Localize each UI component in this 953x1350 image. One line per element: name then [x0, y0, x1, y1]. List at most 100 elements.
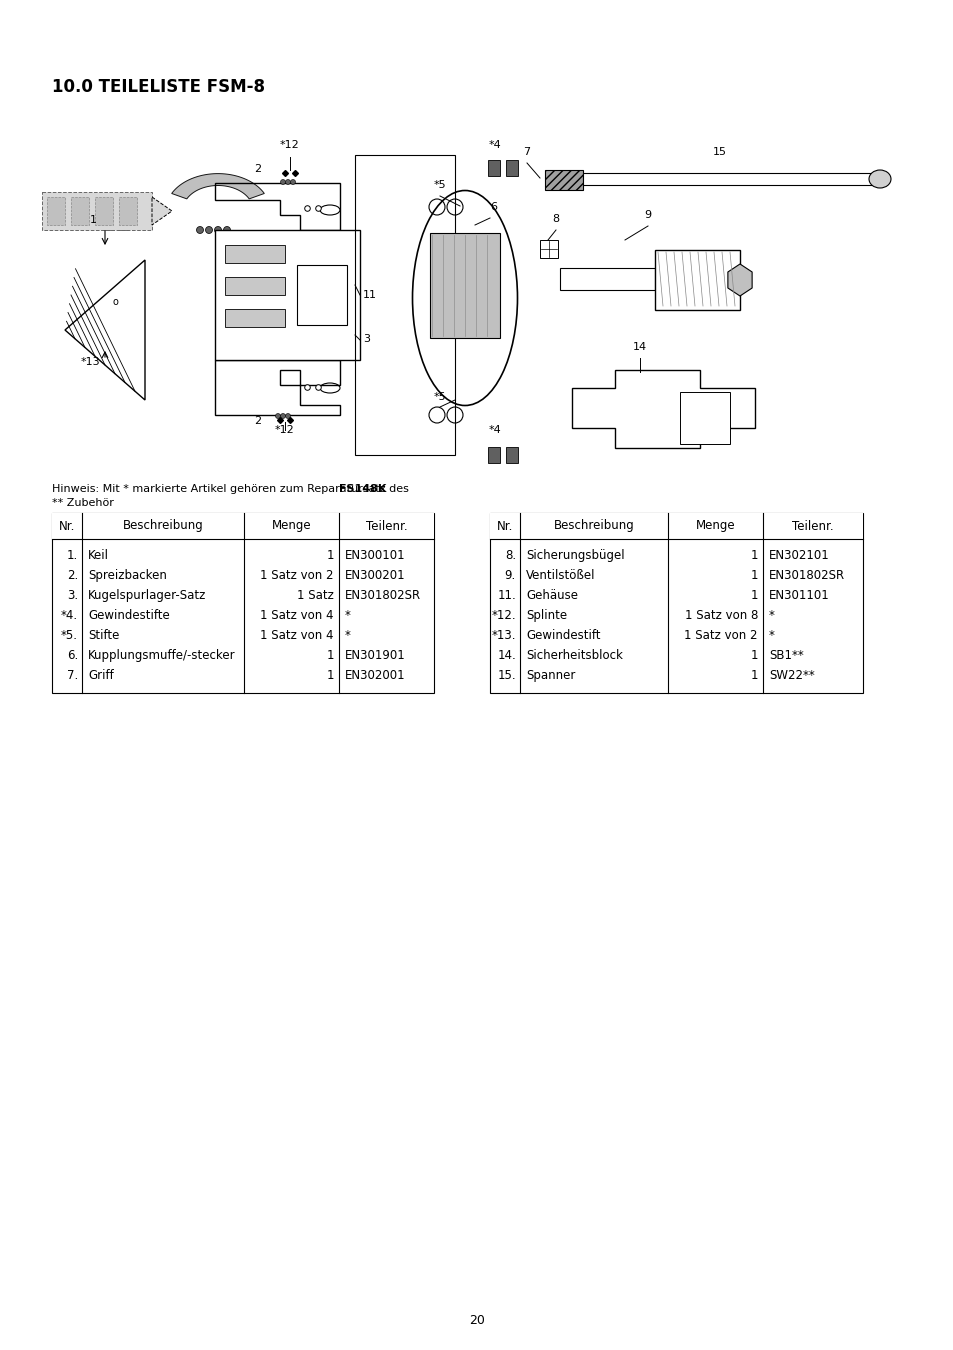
Bar [505, 161, 517, 176]
Text: 7: 7 [523, 147, 530, 157]
Text: *5.: *5. [61, 629, 78, 643]
Text: 1: 1 [326, 670, 334, 682]
Text: 9.: 9. [504, 568, 516, 582]
Bar [559, 269, 655, 290]
Circle shape [223, 227, 231, 234]
Bar [104, 220, 113, 230]
Bar [582, 173, 877, 185]
Text: 1: 1 [326, 549, 334, 562]
Text: Nr.: Nr. [59, 520, 75, 532]
Text: Teilenr.: Teilenr. [365, 520, 407, 532]
Circle shape [205, 227, 213, 234]
Text: 1: 1 [750, 549, 758, 562]
Bar [679, 392, 729, 444]
Text: 8: 8 [552, 215, 559, 224]
Text: Teilenr.: Teilenr. [791, 520, 833, 532]
Text: EN300201: EN300201 [345, 568, 405, 582]
Bar [488, 161, 499, 176]
Text: *: * [768, 629, 774, 643]
Text: 14: 14 [632, 342, 646, 352]
Text: Beschreibung: Beschreibung [123, 520, 203, 532]
Text: 15: 15 [712, 147, 726, 157]
Bar [544, 170, 582, 190]
Text: EN301101: EN301101 [768, 589, 829, 602]
Text: *5: *5 [434, 392, 446, 402]
Text: 1: 1 [750, 649, 758, 662]
Text: 1.: 1. [67, 549, 78, 562]
Bar [539, 240, 558, 258]
Text: Gewindestift: Gewindestift [525, 629, 599, 643]
Text: 2.: 2. [67, 568, 78, 582]
Text: Griff: Griff [88, 670, 113, 682]
Text: 3: 3 [363, 333, 370, 344]
Text: 6.: 6. [67, 649, 78, 662]
Bar [71, 197, 89, 225]
Text: 10.0 TEILELISTE FSM-8: 10.0 TEILELISTE FSM-8 [52, 78, 265, 96]
Text: Spanner: Spanner [525, 670, 575, 682]
Text: *4: *4 [488, 140, 501, 150]
Text: SW22**: SW22** [768, 670, 814, 682]
Circle shape [285, 413, 291, 418]
Text: Gewindestifte: Gewindestifte [88, 609, 170, 622]
Text: *4.: *4. [61, 609, 78, 622]
Circle shape [280, 413, 285, 418]
Bar [95, 197, 112, 225]
Text: Sicherungsbügel: Sicherungsbügel [525, 549, 624, 562]
Text: *13.: *13. [491, 629, 516, 643]
Bar [225, 309, 285, 327]
Text: Kugelspurlager-Satz: Kugelspurlager-Satz [88, 589, 206, 602]
Text: 8.: 8. [504, 549, 516, 562]
Text: 7.: 7. [67, 670, 78, 682]
Text: *: * [768, 609, 774, 622]
Bar [119, 197, 137, 225]
Text: EN301802SR: EN301802SR [768, 568, 844, 582]
Text: 11.: 11. [497, 589, 516, 602]
Text: 1 Satz von 8: 1 Satz von 8 [684, 609, 758, 622]
Circle shape [196, 227, 203, 234]
Text: 2: 2 [254, 416, 261, 427]
Bar [214, 230, 359, 360]
Text: *12.: *12. [491, 609, 516, 622]
Text: Menge: Menge [272, 520, 311, 532]
Ellipse shape [868, 170, 890, 188]
Text: EN301901: EN301901 [345, 649, 405, 662]
Text: Ventilstößel: Ventilstößel [525, 568, 595, 582]
Text: SB1**: SB1** [768, 649, 803, 662]
Text: 6: 6 [490, 202, 497, 212]
Text: FS148K: FS148K [338, 485, 386, 494]
Text: 9: 9 [644, 211, 651, 220]
Bar [490, 513, 862, 693]
Text: 1: 1 [750, 568, 758, 582]
Text: 1: 1 [326, 649, 334, 662]
Text: Spreizbacken: Spreizbacken [88, 568, 167, 582]
Text: *13: *13 [80, 356, 100, 367]
Text: 1 Satz von 2: 1 Satz von 2 [684, 629, 758, 643]
Polygon shape [727, 265, 751, 296]
Text: ** Zubehör: ** Zubehör [52, 498, 113, 508]
Text: Nr.: Nr. [497, 520, 513, 532]
Text: Gehäuse: Gehäuse [525, 589, 578, 602]
Text: *4: *4 [488, 425, 501, 435]
Text: 1: 1 [750, 589, 758, 602]
Text: 1: 1 [90, 215, 96, 225]
Text: *12: *12 [280, 140, 299, 150]
Bar [296, 265, 347, 325]
Polygon shape [152, 197, 172, 225]
Text: 1: 1 [750, 670, 758, 682]
Bar [225, 244, 285, 263]
Text: 20: 20 [469, 1314, 484, 1327]
Bar [52, 513, 434, 693]
Bar [225, 277, 285, 296]
Text: EN302101: EN302101 [768, 549, 829, 562]
Circle shape [214, 227, 221, 234]
Bar [505, 447, 517, 463]
Circle shape [291, 180, 295, 185]
Text: 1 Satz von 4: 1 Satz von 4 [260, 629, 334, 643]
Bar [490, 513, 862, 539]
Bar [655, 250, 740, 310]
Text: EN302001: EN302001 [345, 670, 405, 682]
Text: 15.: 15. [497, 670, 516, 682]
Text: 3.: 3. [67, 589, 78, 602]
Text: Beschreibung: Beschreibung [553, 520, 634, 532]
Text: 14.: 14. [497, 649, 516, 662]
